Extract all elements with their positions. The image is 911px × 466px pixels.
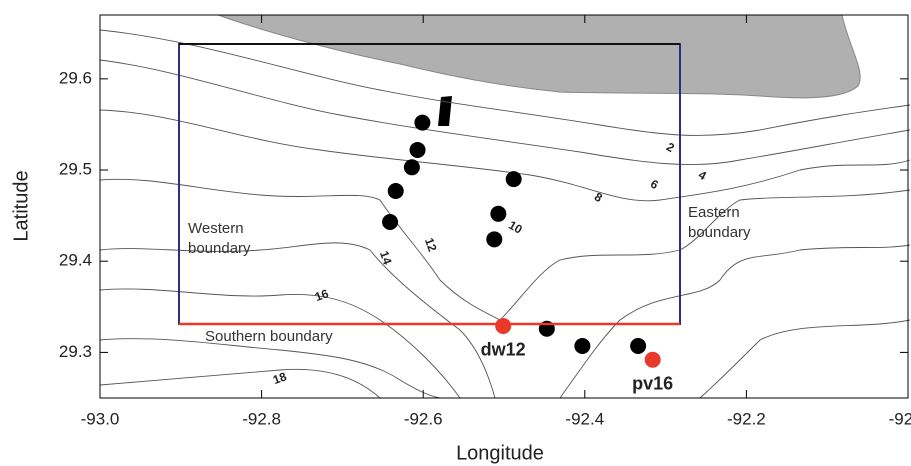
station-point	[490, 205, 507, 222]
station-point	[574, 338, 591, 355]
x-tick-label: -92.8	[242, 409, 281, 428]
contour	[99, 368, 381, 399]
contour	[559, 244, 911, 399]
station-label: dw12	[481, 340, 526, 360]
annotation: Eastern	[688, 204, 740, 221]
annotation: 10	[506, 218, 525, 237]
station-point	[644, 351, 661, 368]
plot-area	[382, 114, 661, 368]
station-label: pv16	[632, 373, 673, 393]
y-tick-label: 29.5	[59, 160, 92, 179]
x-tick-label: -92.4	[565, 409, 604, 428]
annotation: 4	[696, 168, 709, 184]
annotation: 18	[271, 369, 289, 387]
y-tick-label: 29.3	[59, 342, 92, 361]
annotation: 2	[664, 140, 677, 156]
contour	[699, 319, 911, 399]
y-axis-label: Latitude	[10, 170, 32, 241]
annotation: 16	[313, 286, 331, 304]
land	[217, 14, 861, 99]
station-point	[630, 338, 647, 355]
station-point	[409, 141, 426, 158]
plot-frame	[99, 14, 909, 399]
station-point	[486, 231, 503, 248]
x-tick-label: -92.6	[404, 409, 443, 428]
annotation: 6	[648, 177, 661, 193]
station-point	[505, 171, 522, 188]
station-point	[495, 317, 512, 334]
station-point	[414, 114, 431, 131]
annotation: boundary	[188, 240, 251, 257]
contour	[99, 109, 911, 202]
x-tick-label: -93.0	[81, 409, 120, 428]
x-tick-label: -92.0	[889, 409, 911, 428]
contour	[99, 59, 911, 166]
annotation: boundary	[688, 224, 751, 241]
pier	[438, 96, 452, 126]
x-axis-label: Longitude	[456, 442, 544, 464]
annotation: 14	[377, 249, 395, 267]
x-tick-label: -92.2	[727, 409, 766, 428]
contour	[99, 242, 496, 399]
y-tick-label: 29.4	[59, 251, 92, 270]
contour	[99, 338, 441, 399]
y-tick-label: 29.6	[59, 68, 92, 87]
map-background	[99, 14, 911, 399]
station-point	[382, 214, 399, 231]
annotation: Western	[188, 220, 244, 237]
annotation: 8	[592, 190, 605, 206]
contour	[99, 288, 461, 399]
contour	[99, 29, 911, 136]
station-point	[403, 159, 420, 176]
annotation: 12	[422, 236, 440, 254]
annotation: Southern boundary	[205, 328, 333, 345]
station-point	[387, 182, 404, 199]
